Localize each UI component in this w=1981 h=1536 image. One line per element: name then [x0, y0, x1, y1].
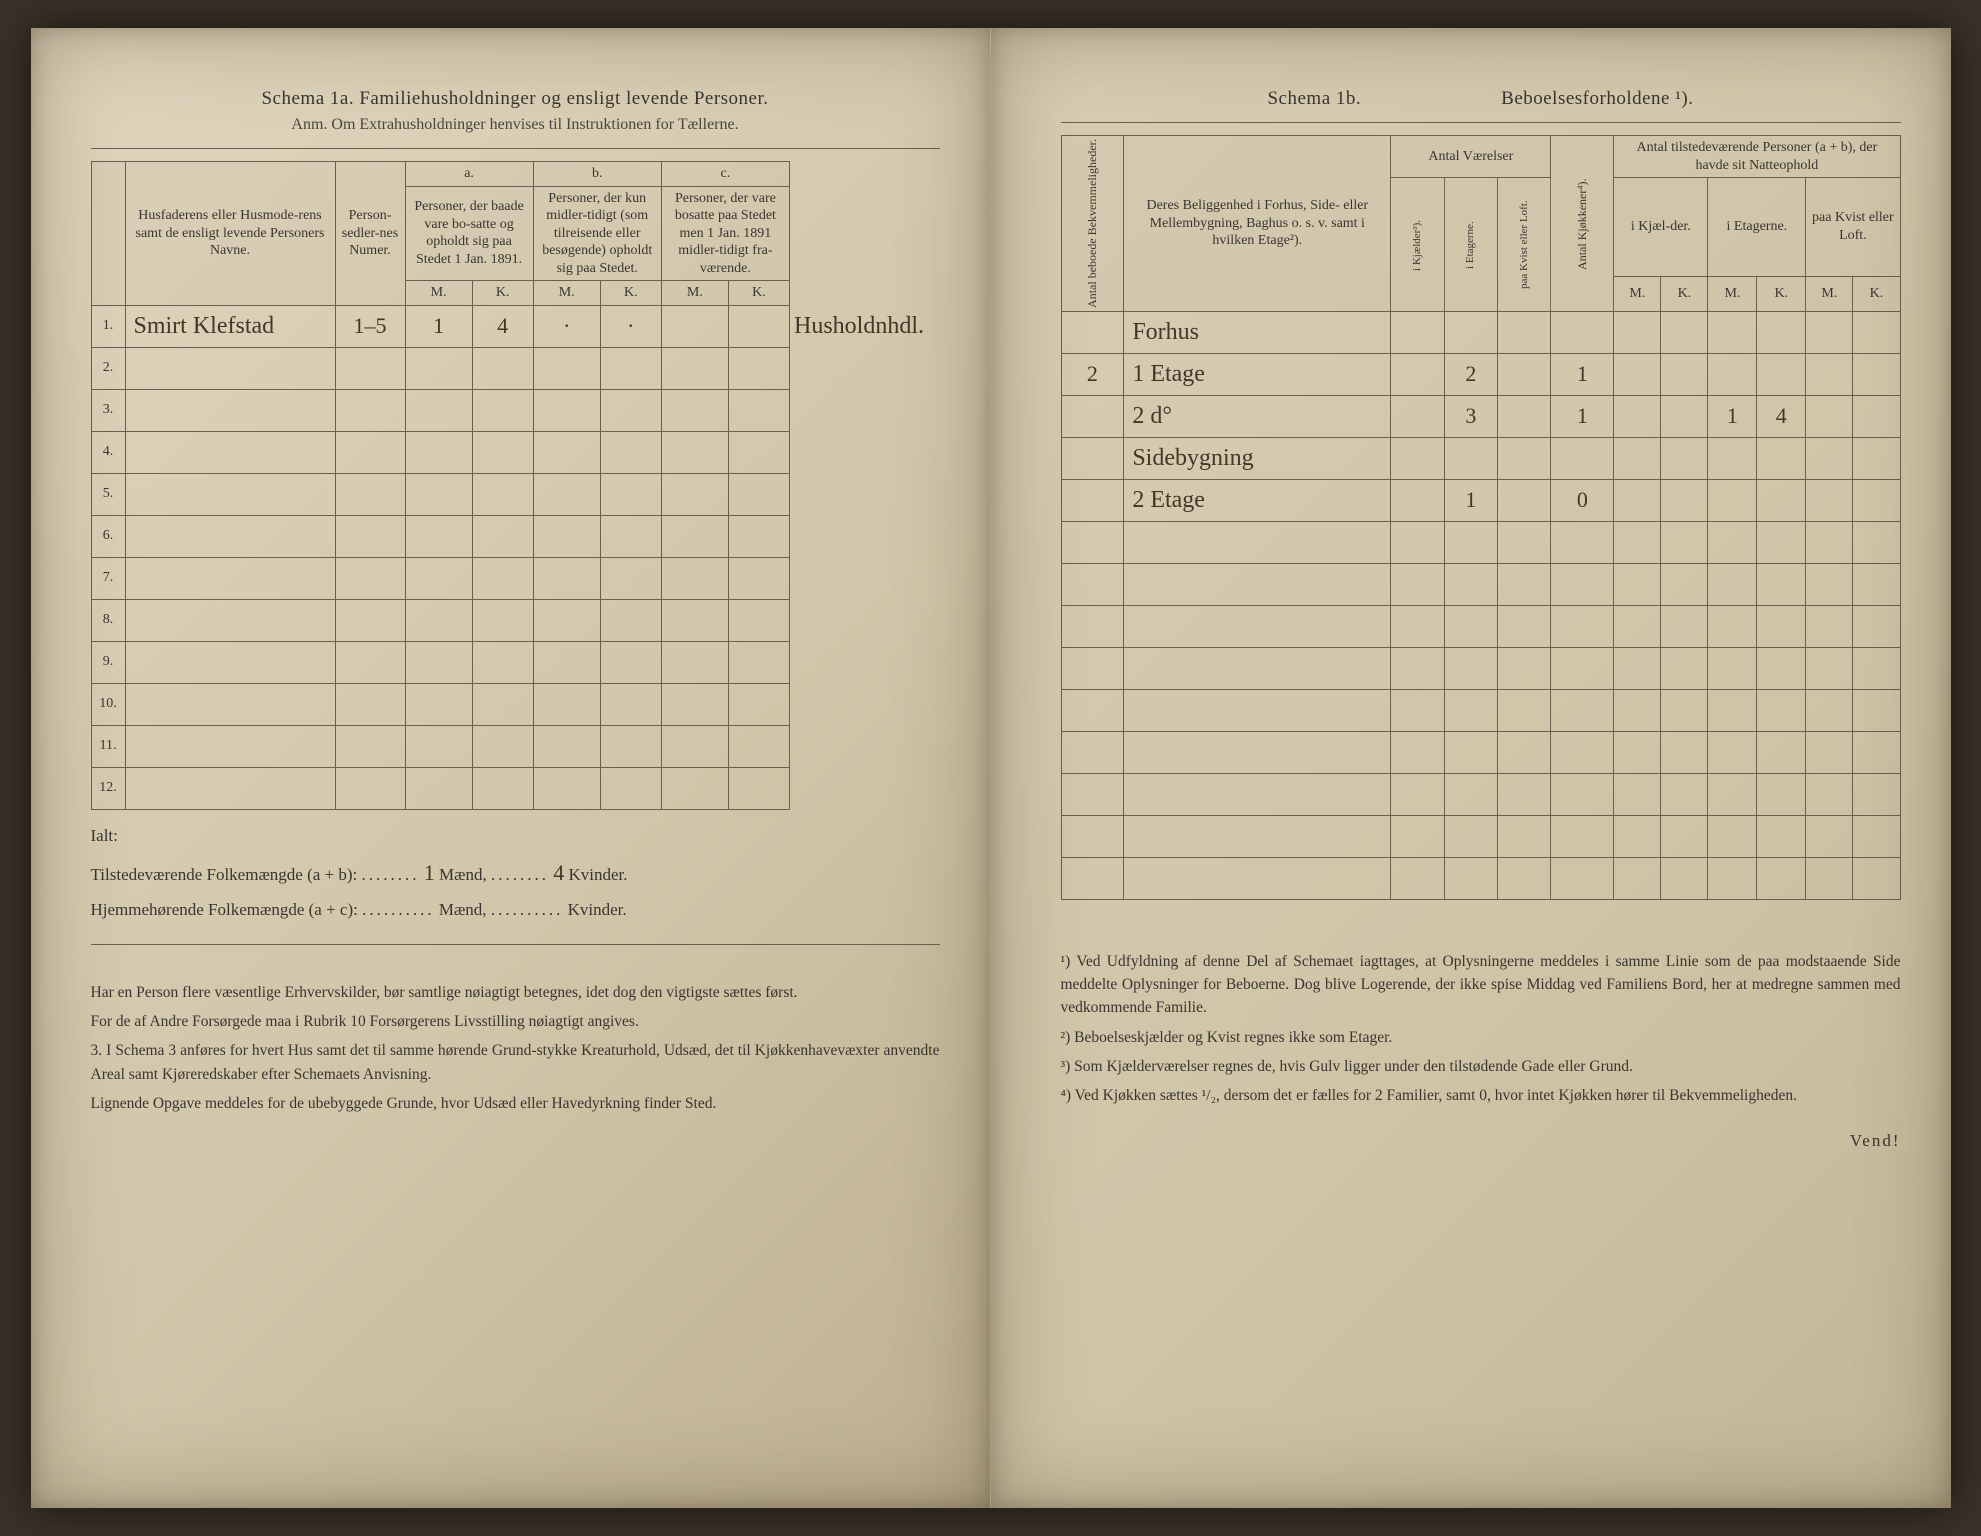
table-row: 2 Etage10 — [1061, 479, 1900, 521]
col-bekvem: Antal beboede Bekvemmeligheder. — [1061, 136, 1124, 312]
table-row — [1061, 605, 1900, 647]
col-persons: Antal tilstedeværende Personer (a + b), … — [1614, 136, 1900, 178]
table-row: 9. — [91, 641, 940, 683]
table-row: 10. — [91, 683, 940, 725]
col-rooms: Antal Værelser — [1391, 136, 1551, 178]
table-row: Sidebygning — [1061, 437, 1900, 479]
vend-label: Vend! — [1061, 1131, 1901, 1151]
table-row: 1.Smirt Klefstad1–514··Husholdnhdl. — [91, 305, 940, 347]
footnotes-right: ¹) Ved Udfyldning af denne Del af Schema… — [1061, 950, 1901, 1108]
document-spread: Schema 1a. Familiehusholdninger og ensli… — [31, 28, 1951, 1508]
col-c-text: Personer, der vare bosatte paa Stedet me… — [661, 186, 789, 281]
table-row: 11. — [91, 725, 940, 767]
page-right: Schema 1b. Beboelsesforholdene ¹). Antal… — [991, 28, 1951, 1508]
table-row — [1061, 563, 1900, 605]
col-b-label: b. — [533, 162, 661, 187]
schema1a-table: Husfaderens eller Husmode-rens samt de e… — [91, 161, 940, 810]
table-row: 2 d°3114 — [1061, 395, 1900, 437]
table-row — [1061, 647, 1900, 689]
table-row — [1061, 857, 1900, 899]
schema1a-subtitle: Anm. Om Extrahusholdninger henvises til … — [91, 116, 940, 134]
page-left: Schema 1a. Familiehusholdninger og ensli… — [31, 28, 991, 1508]
table-row: 8. — [91, 599, 940, 641]
table-row — [1061, 689, 1900, 731]
table-row — [1061, 815, 1900, 857]
table-row — [1061, 731, 1900, 773]
col-names: Husfaderens eller Husmode-rens samt de e… — [125, 162, 335, 306]
table-row: 21 Etage21 — [1061, 353, 1900, 395]
table-row — [1061, 773, 1900, 815]
footnotes-left: Har en Person flere væsentlige Erhvervsk… — [91, 981, 940, 1115]
table-row: 5. — [91, 473, 940, 515]
table-row: Forhus — [1061, 311, 1900, 353]
col-personsedler: Person-sedler-nes Numer. — [335, 162, 405, 306]
schema1b-title2: Beboelsesforholdene ¹). — [1501, 88, 1693, 110]
table-row: 6. — [91, 515, 940, 557]
table-row: 3. — [91, 389, 940, 431]
totals-block: Ialt: Tilstedeværende Folkemængde (a + b… — [91, 820, 940, 926]
col-c-label: c. — [661, 162, 789, 187]
table-row: 2. — [91, 347, 940, 389]
col-b-text: Personer, der kun midler-tidigt (som til… — [533, 186, 661, 281]
table-row: 7. — [91, 557, 940, 599]
schema1b-title: Schema 1b. — [1267, 88, 1361, 110]
table-row: 12. — [91, 767, 940, 809]
schema1b-table: Antal beboede Bekvemmeligheder. Deres Be… — [1061, 135, 1901, 900]
col-a-text: Personer, der baade vare bo-satte og oph… — [405, 186, 533, 281]
ialt-label: Ialt: — [91, 820, 940, 852]
col-kitchen: Antal Kjøkkener⁴). — [1551, 136, 1614, 312]
col-a-label: a. — [405, 162, 533, 187]
col-beliggenhed: Deres Beliggenhed i Forhus, Side- eller … — [1124, 136, 1391, 312]
schema1a-title: Schema 1a. Familiehusholdninger og ensli… — [91, 88, 940, 110]
table-row — [1061, 521, 1900, 563]
table-row: 4. — [91, 431, 940, 473]
